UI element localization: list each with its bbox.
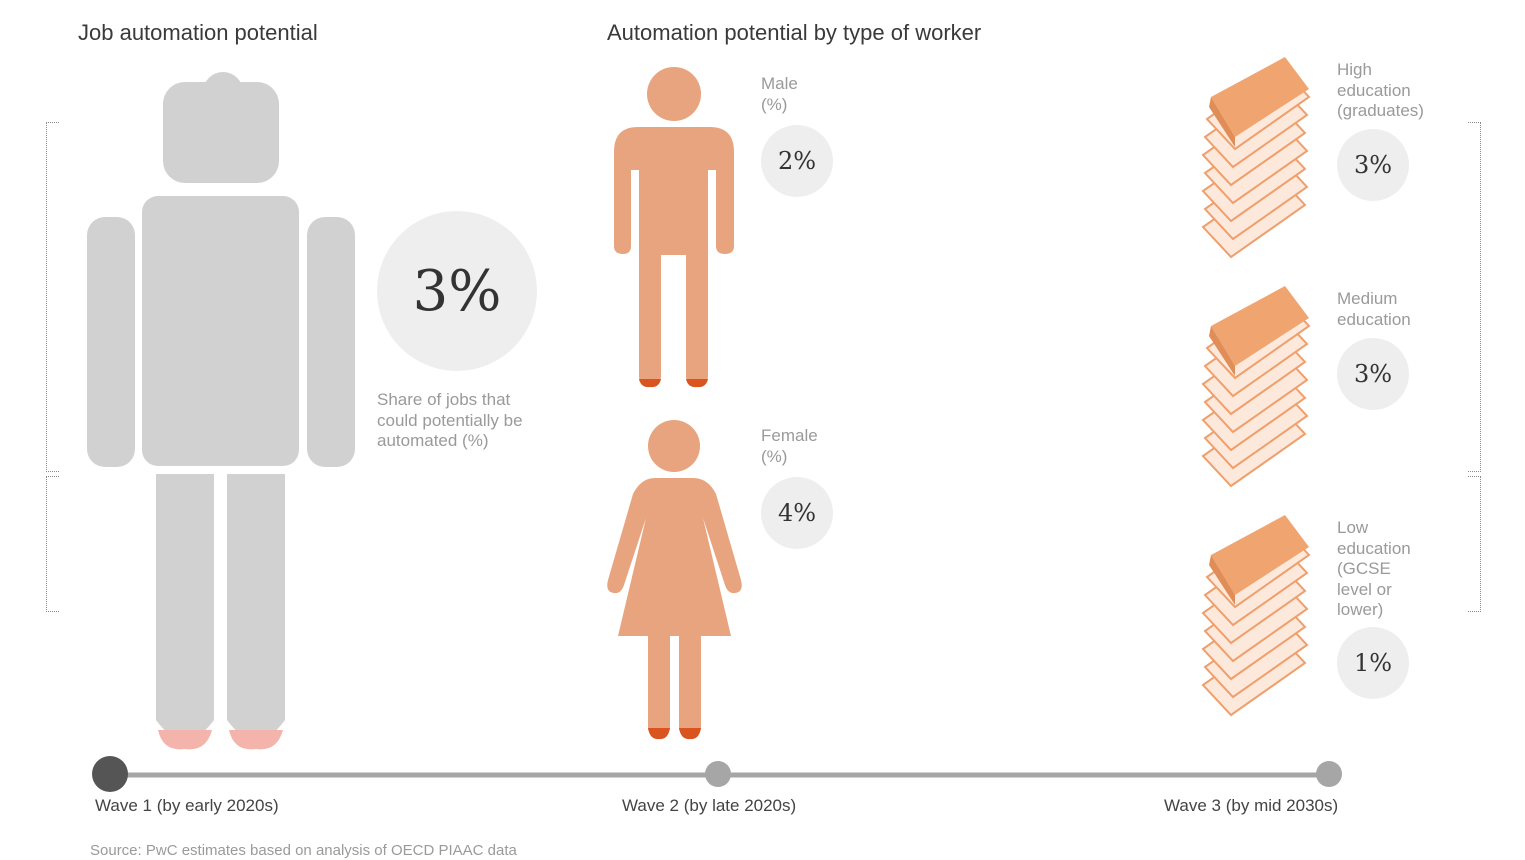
medium-education-value: 3% [1353,360,1393,388]
high-education-label: High education (graduates) [1337,60,1424,122]
male-value: 2% [777,147,817,175]
overall-caption-line: automated (%) [377,431,489,450]
high-education-value-circle: 3% [1337,129,1409,201]
female-value: 4% [777,499,817,527]
left-upper-bracket [46,122,59,472]
male-label-block: Male (%) [761,74,798,115]
female-label-block: Female (%) [761,426,818,467]
high-education-line: education [1337,80,1411,100]
left-lower-bracket [46,476,59,612]
male-value-circle: 2% [761,125,833,197]
automation-by-type-heading: Automation potential by type of worker [607,20,982,45]
low-education-line: education [1337,538,1411,558]
wave1-label[interactable]: Wave 1 (by early 2020s) [95,796,279,815]
high-education-value: 3% [1353,151,1393,179]
female-label: Female [761,426,818,445]
low-education-line: level or [1337,579,1392,599]
high-education-line: (graduates) [1337,101,1424,120]
overall-value: 3% [412,258,502,324]
wave2-marker[interactable] [705,761,731,787]
low-education-line: (GCSE [1337,559,1391,578]
overall-caption: Share of jobs that could potentially be … [377,390,523,452]
job-automation-heading: Job automation potential [78,20,318,45]
low-education-value-circle: 1% [1337,627,1409,699]
right-upper-bracket [1468,122,1481,472]
wave2-label[interactable]: Wave 2 (by late 2020s) [622,796,797,815]
overall-caption-line: could potentially be [377,410,523,430]
male-label: Male [761,74,798,93]
overall-caption-line: Share of jobs that [377,390,511,409]
medium-education-line: education [1337,309,1411,329]
medium-education-line: Medium [1337,289,1398,308]
right-lower-bracket [1468,476,1481,612]
source-note: Source: PwC estimates based on analysis … [90,842,517,859]
wave3-marker[interactable] [1316,761,1342,787]
low-education-line: Low [1337,518,1369,537]
female-value-circle: 4% [761,477,833,549]
male-unit: (%) [761,94,788,114]
low-education-label: Low education (GCSE level or lower) [1337,518,1411,621]
female-unit: (%) [761,446,788,466]
wave1-marker[interactable] [92,756,128,792]
medium-education-label: Medium education [1337,289,1411,330]
medium-education-value-circle: 3% [1337,338,1409,410]
overall-value-circle: 3% [377,211,537,371]
wave3-label[interactable]: Wave 3 (by mid 2030s) [1164,796,1339,815]
high-education-line: High [1337,60,1372,79]
low-education-line: lower) [1337,600,1384,619]
low-education-value: 1% [1353,649,1393,677]
